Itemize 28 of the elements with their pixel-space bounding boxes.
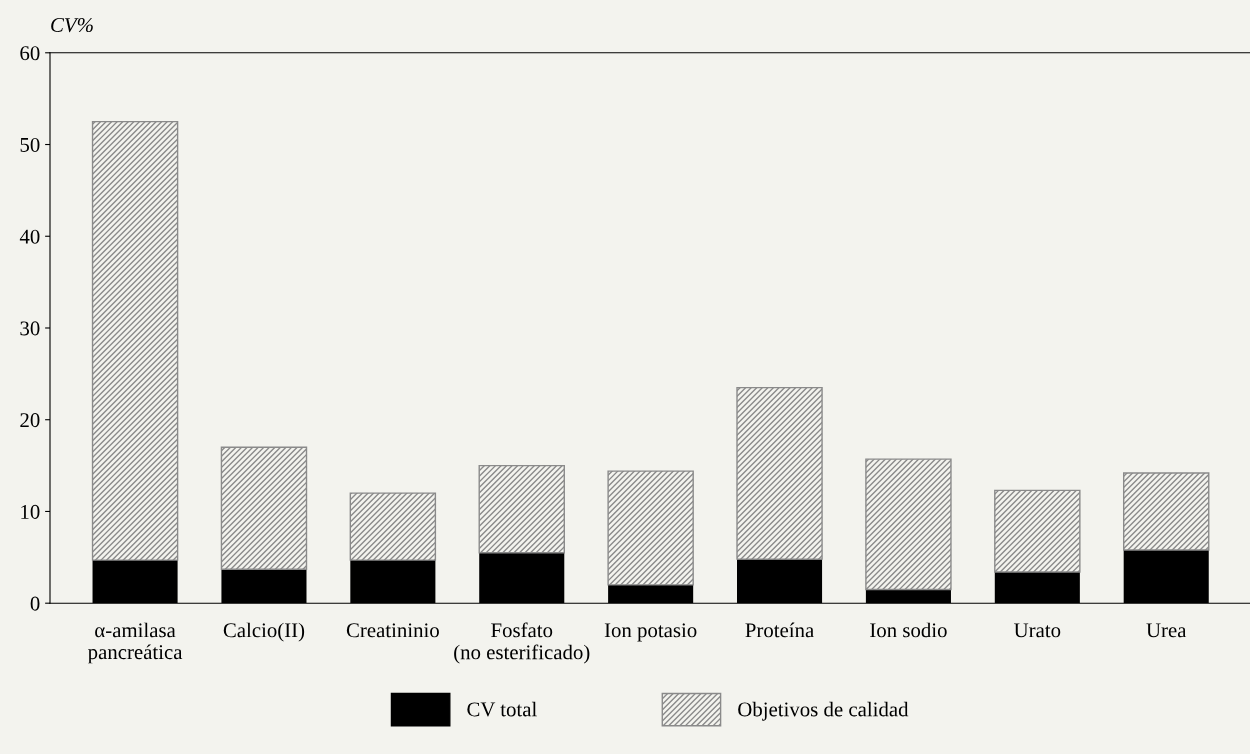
x-tick-label: Fosfato (no esterificado): [454, 622, 590, 664]
bar: [91, 120, 179, 561]
legend-label: CV total: [467, 701, 537, 717]
x-tick-label: Urato: [1014, 623, 1061, 638]
x-tick-label: Ion sodio: [870, 622, 947, 638]
bar: [220, 446, 308, 570]
x-tick-label: α-amilasa pancreática: [87, 622, 183, 664]
x-tick-label: Ion potasio: [604, 623, 697, 642]
legend-label: Objetivos de calidad: [738, 701, 909, 721]
bar: [478, 464, 565, 554]
y-axis-title: CV%: [51, 17, 93, 33]
y-tick-label: 30: [20, 321, 40, 336]
y-tick-label: 60: [20, 46, 40, 61]
y-tick-label: 10: [21, 504, 40, 519]
bar: [607, 470, 694, 586]
x-tick-label: Calcio(II): [223, 622, 305, 642]
y-tick-label: 40: [19, 229, 40, 244]
bar: [865, 458, 952, 591]
x-tick-label: Urea: [1146, 623, 1187, 638]
bar: [1122, 472, 1210, 551]
bar: [994, 489, 1081, 573]
bar: [736, 386, 823, 560]
x-tick-label: Proteína: [745, 622, 814, 638]
y-tick-label: 0: [30, 596, 40, 611]
x-tick-label: Creatininio: [346, 623, 439, 638]
y-tick-label: 50: [20, 137, 40, 152]
y-tick-label: 20: [20, 413, 40, 428]
bar: [349, 492, 437, 561]
